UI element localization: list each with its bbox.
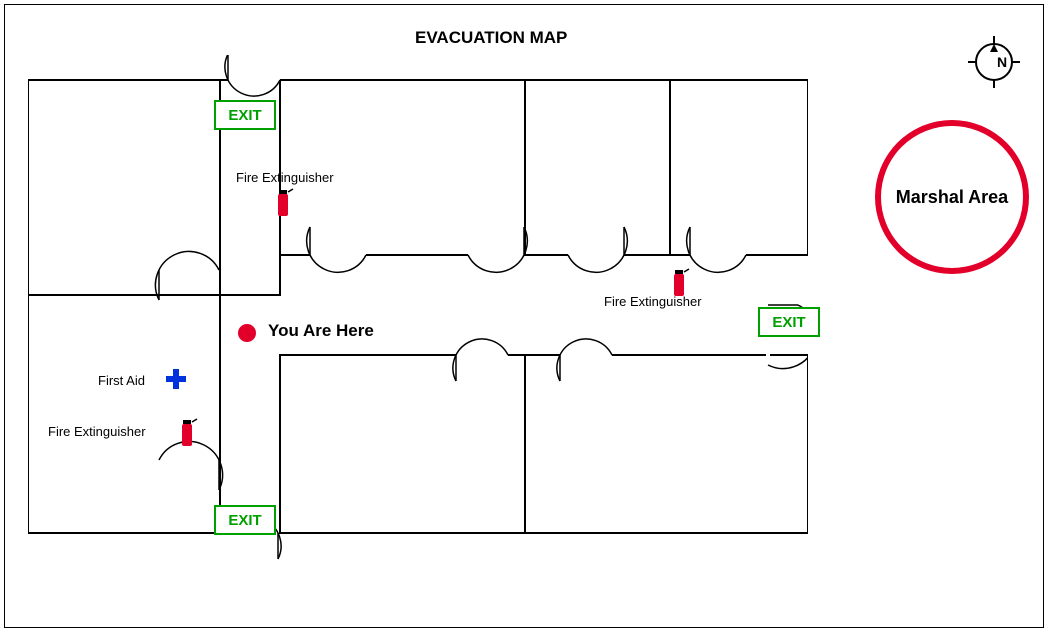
room-top-mid xyxy=(280,80,525,255)
exit-sign-label: EXIT xyxy=(228,512,261,529)
door xyxy=(307,227,366,272)
first-aid-label: First Aid xyxy=(98,373,145,388)
exit-sign-label: EXIT xyxy=(772,314,805,331)
room-bot-mid xyxy=(280,355,525,533)
room-bot-right xyxy=(525,355,808,533)
door xyxy=(453,339,508,381)
marshal-area: Marshal Area xyxy=(875,120,1029,274)
you-are-here-label: You Are Here xyxy=(268,321,374,341)
door xyxy=(159,441,223,490)
first-aid-icon xyxy=(164,367,188,391)
floor-plan xyxy=(28,55,808,575)
door xyxy=(568,227,627,272)
exit-sign: EXIT xyxy=(214,505,276,535)
exit-sign: EXIT xyxy=(758,307,820,337)
marshal-area-label: Marshal Area xyxy=(896,187,1008,208)
door xyxy=(557,339,612,381)
room-top-left-1 xyxy=(28,80,220,295)
compass-icon: N xyxy=(966,34,1022,90)
fire-extinguisher-icon xyxy=(670,268,690,296)
fire-extinguisher-label: Fire Extinguisher xyxy=(604,294,702,309)
exit-sign-label: EXIT xyxy=(228,107,261,124)
compass-letter: N xyxy=(997,54,1007,70)
map-title: EVACUATION MAP xyxy=(415,28,567,48)
door xyxy=(155,251,219,300)
door xyxy=(687,227,746,272)
door xyxy=(468,227,527,272)
fire-extinguisher-icon xyxy=(178,418,198,446)
door xyxy=(225,55,280,96)
fire-extinguisher-icon xyxy=(274,188,294,216)
exit-sign: EXIT xyxy=(214,100,276,130)
room-bot-left xyxy=(28,295,220,533)
fire-extinguisher-label: Fire Extinguisher xyxy=(48,424,146,439)
room-top-right-1 xyxy=(525,80,670,255)
fire-extinguisher-label: Fire Extinguisher xyxy=(236,170,334,185)
you-are-here-dot xyxy=(238,324,256,342)
